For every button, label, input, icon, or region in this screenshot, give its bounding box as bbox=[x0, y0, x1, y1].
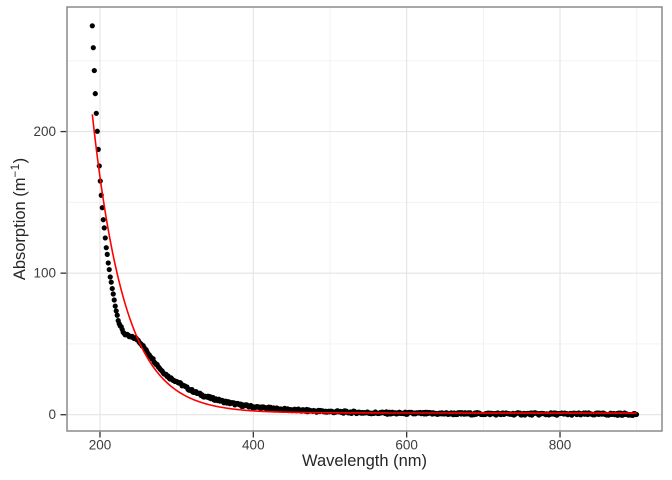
data-point bbox=[109, 285, 115, 292]
data-point bbox=[110, 291, 116, 297]
panel-background bbox=[67, 7, 662, 431]
data-point bbox=[93, 110, 99, 116]
data-point bbox=[101, 225, 107, 231]
data-point bbox=[102, 235, 108, 241]
y-axis-title-text: Absorption (m bbox=[11, 177, 29, 281]
data-point bbox=[112, 303, 118, 309]
data-point bbox=[90, 45, 96, 51]
fit-line bbox=[91, 114, 637, 414]
y-tick-label: 100 bbox=[33, 266, 56, 281]
data-point bbox=[91, 67, 97, 74]
data-point bbox=[89, 23, 95, 29]
data-point bbox=[108, 279, 114, 285]
y-axis-title-superscript: −1 bbox=[10, 163, 22, 178]
y-axis-title-close: ) bbox=[11, 157, 29, 164]
data-point bbox=[113, 308, 119, 314]
data-point bbox=[105, 260, 111, 266]
data-point bbox=[114, 312, 120, 318]
panel-border bbox=[66, 6, 663, 432]
x-axis-title: Wavelength (nm) bbox=[301, 452, 427, 470]
data-point bbox=[111, 297, 117, 303]
data-point bbox=[100, 217, 106, 223]
x-tick-label: 800 bbox=[549, 438, 572, 453]
data-point bbox=[94, 128, 100, 134]
y-tick-label: 200 bbox=[33, 124, 56, 139]
y-tick-label: 0 bbox=[48, 407, 56, 422]
x-tick-label: 600 bbox=[395, 438, 418, 453]
data-point bbox=[107, 274, 113, 280]
data-point bbox=[103, 245, 109, 251]
data-point bbox=[104, 251, 110, 257]
x-tick-label: 400 bbox=[242, 438, 265, 453]
data-point bbox=[106, 266, 112, 273]
data-point bbox=[92, 91, 98, 97]
y-axis-title: Absorption (m−1) bbox=[10, 158, 30, 280]
x-tick-label: 200 bbox=[89, 438, 112, 453]
